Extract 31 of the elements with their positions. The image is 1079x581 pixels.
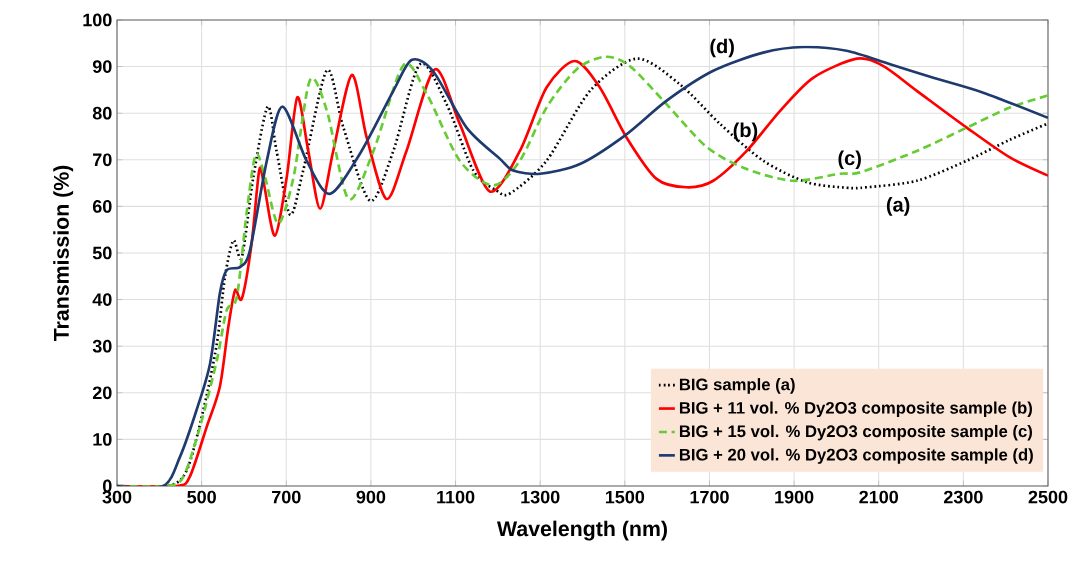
y-tick-label: 20: [92, 386, 112, 400]
x-tick-label: 2100: [859, 490, 899, 504]
annotation: (c): [838, 150, 861, 170]
y-tick-label: 10: [93, 433, 112, 446]
y-tick-label: 70: [93, 153, 112, 167]
y-tick-label: 50: [92, 246, 112, 260]
x-tick-label: 700: [272, 490, 301, 504]
y-tick-label: 100: [83, 13, 112, 27]
x-tick-label: 1300: [521, 490, 560, 504]
x-tick-label: 1500: [605, 490, 645, 504]
x-tick-label: 2500: [1028, 490, 1068, 504]
annotation: (d): [710, 38, 734, 58]
annotation: (b): [733, 122, 758, 142]
x-tick-label: 900: [356, 490, 386, 504]
legend-label: BIG sample (a): [679, 378, 795, 394]
legend-label: BIG + 20 vol. % Dy2O3 composite sample (d): [679, 448, 1033, 464]
x-tick-label: 1900: [775, 490, 814, 504]
y-tick-label: 60: [92, 200, 112, 213]
annotation: (a): [886, 197, 910, 216]
x-axis-title: Wavelength (nm): [496, 520, 667, 541]
x-tick-label: 1700: [690, 490, 729, 504]
y-tick-label: 80: [92, 106, 112, 120]
y-tick-label: 30: [92, 339, 112, 353]
y-tick-label: 40: [92, 293, 112, 306]
legend-label: BIG + 15 vol. % Dy2O3 composite sample (c): [679, 424, 1032, 441]
x-tick-label: 2300: [943, 490, 983, 504]
y-tick-label: 90: [92, 60, 112, 73]
x-tick-label: 1100: [437, 490, 475, 504]
x-tick-label: 500: [187, 490, 216, 504]
y-axis-title: Transmission (%): [53, 165, 74, 342]
legend-label: BIG + 11 vol. % Dy2O3 composite sample (b): [679, 401, 1032, 418]
